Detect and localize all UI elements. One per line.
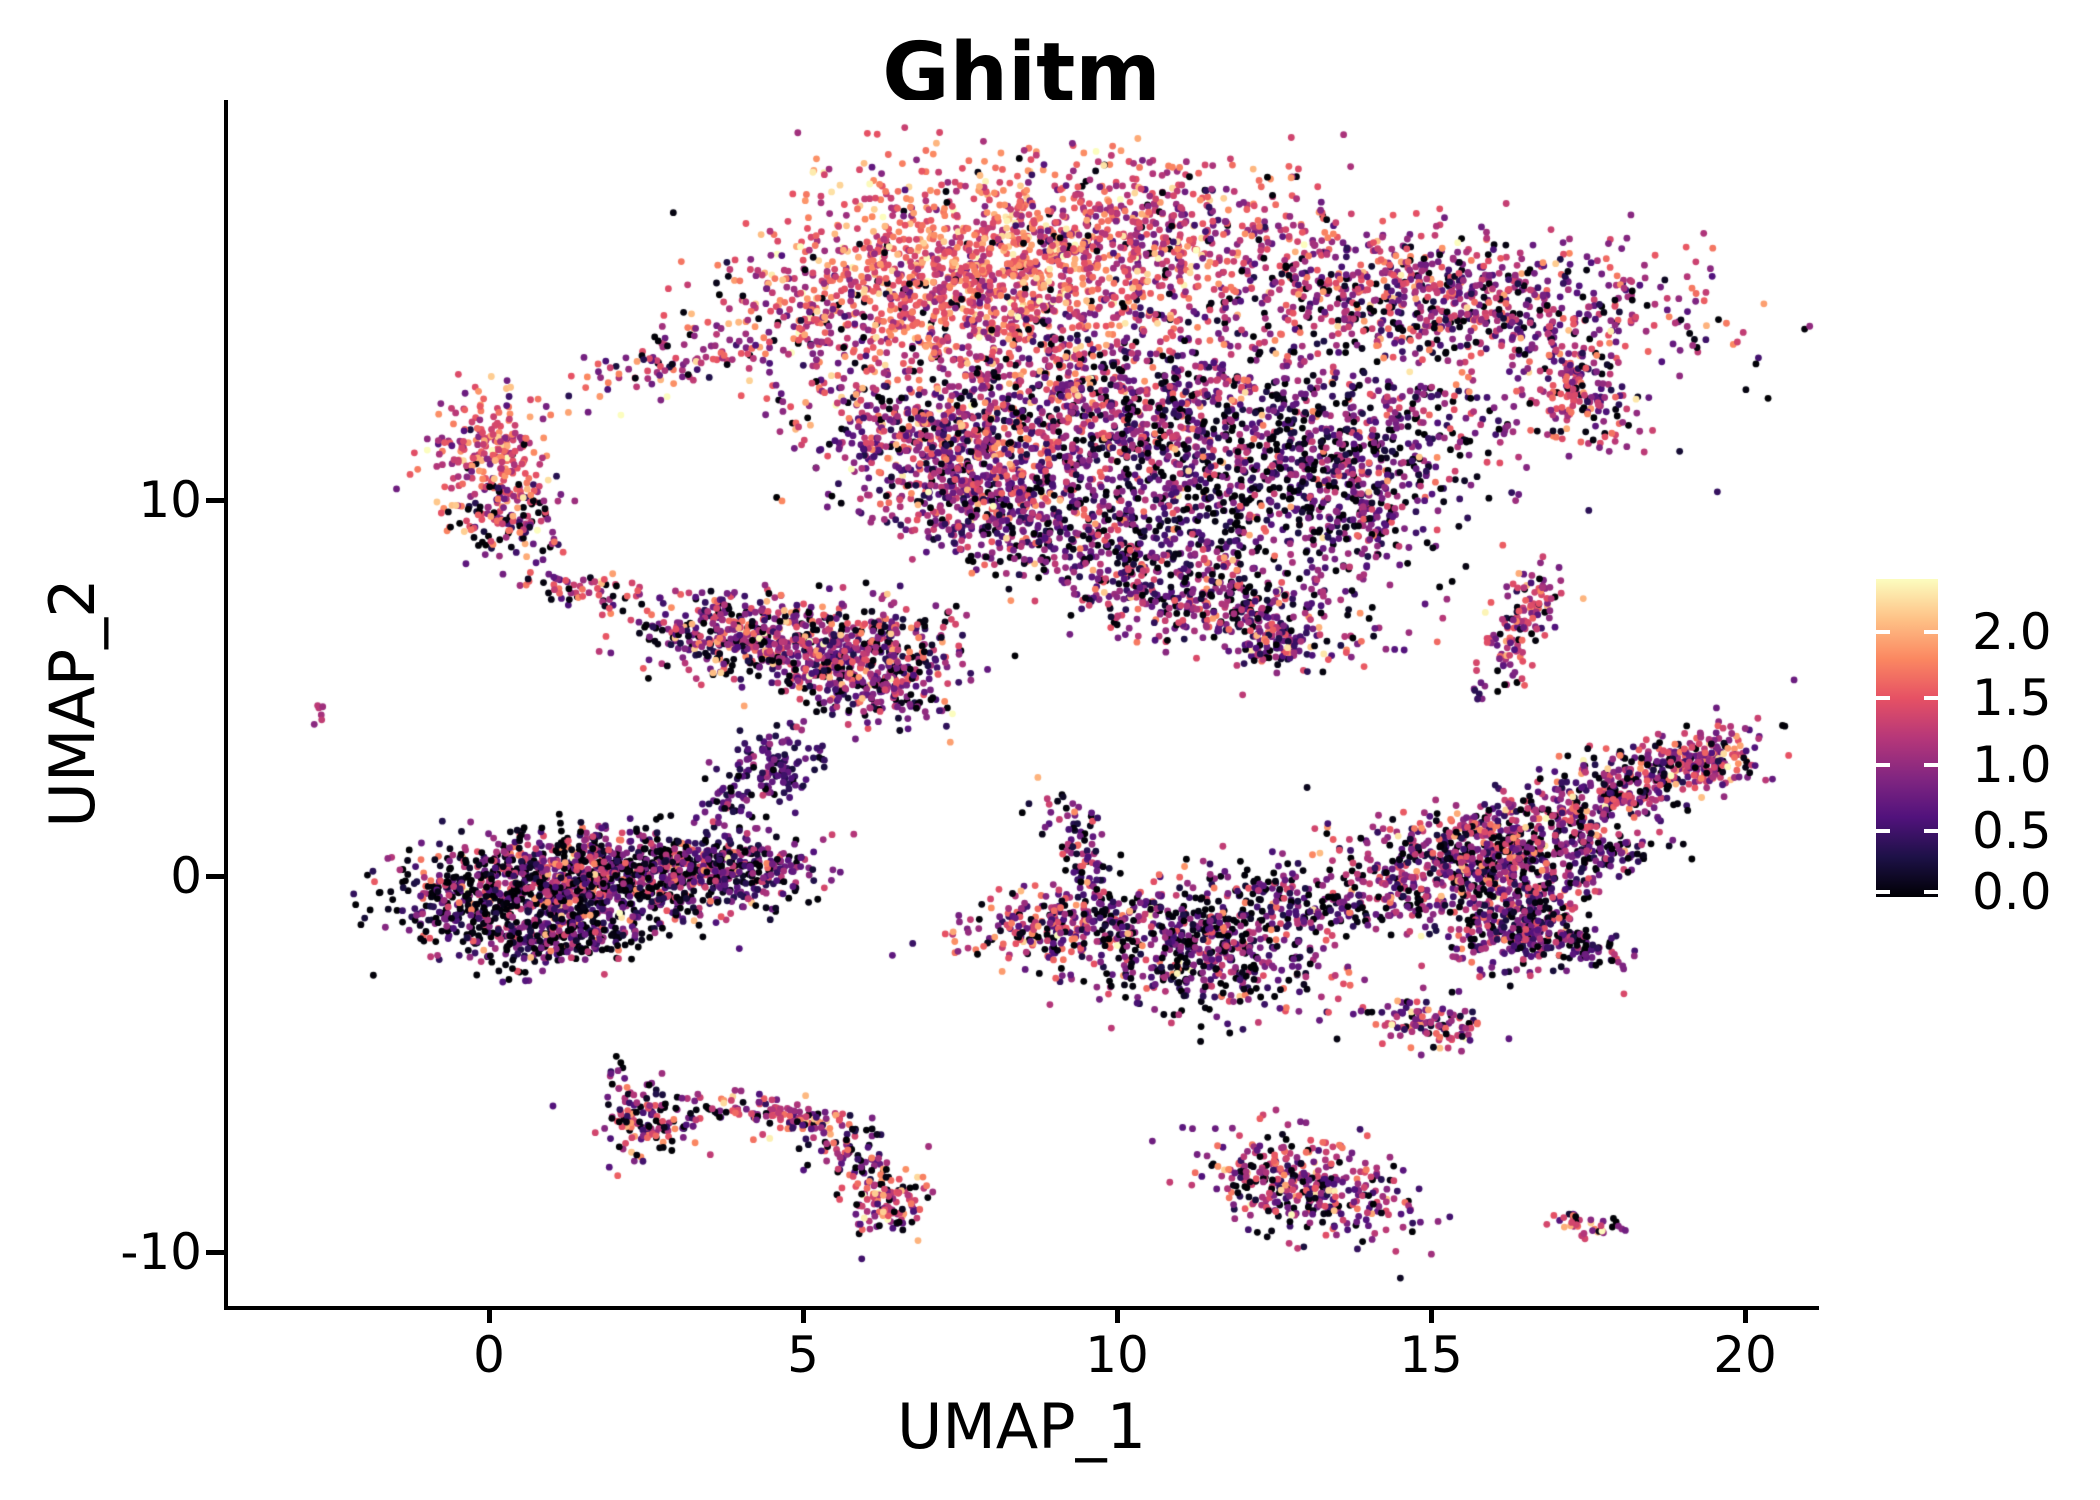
colorbar-tick-label: 2.0 <box>1972 603 2052 661</box>
colorbar-tick-mark <box>1924 828 1938 833</box>
colorbar-tick-mark <box>1924 630 1938 634</box>
colorbar-tick-mark <box>1876 890 1890 894</box>
x-tick-mark <box>1742 1306 1748 1323</box>
umap-scatter-canvas <box>228 100 1819 1306</box>
x-tick-mark <box>1114 1306 1120 1323</box>
x-tick-label: 20 <box>1713 1326 1777 1384</box>
y-tick-mark <box>206 1249 224 1255</box>
y-tick-label: 10 <box>138 471 202 529</box>
x-tick-mark <box>486 1306 492 1323</box>
colorbar-tick-mark <box>1876 828 1890 833</box>
colorbar-tick-label: 1.5 <box>1972 669 2052 728</box>
y-tick-label: 0 <box>170 847 202 905</box>
x-tick-label: 0 <box>473 1326 505 1384</box>
x-axis-title: UMAP_1 <box>896 1390 1147 1463</box>
y-tick-mark <box>206 873 224 879</box>
colorbar-tick-mark <box>1876 696 1890 701</box>
x-tick-mark <box>800 1306 806 1323</box>
x-tick-mark <box>1428 1306 1434 1323</box>
y-tick-mark <box>206 497 224 503</box>
colorbar-gradient <box>1876 579 1938 897</box>
colorbar-tick-mark <box>1924 890 1938 894</box>
y-axis-title: UMAP_2 <box>36 578 109 828</box>
x-tick-label: 5 <box>787 1326 819 1384</box>
colorbar-tick-label: 0.0 <box>1972 863 2052 921</box>
colorbar-tick-label: 0.5 <box>1972 801 2052 860</box>
colorbar-tick-label: 1.0 <box>1972 735 2052 794</box>
x-tick-label: 10 <box>1085 1326 1149 1384</box>
y-tick-label: -10 <box>120 1223 202 1281</box>
colorbar-tick-mark <box>1876 630 1890 634</box>
colorbar-tick-mark <box>1924 762 1938 767</box>
x-tick-label: 15 <box>1399 1326 1463 1384</box>
colorbar-tick-mark <box>1876 762 1890 767</box>
colorbar-tick-mark <box>1924 696 1938 701</box>
